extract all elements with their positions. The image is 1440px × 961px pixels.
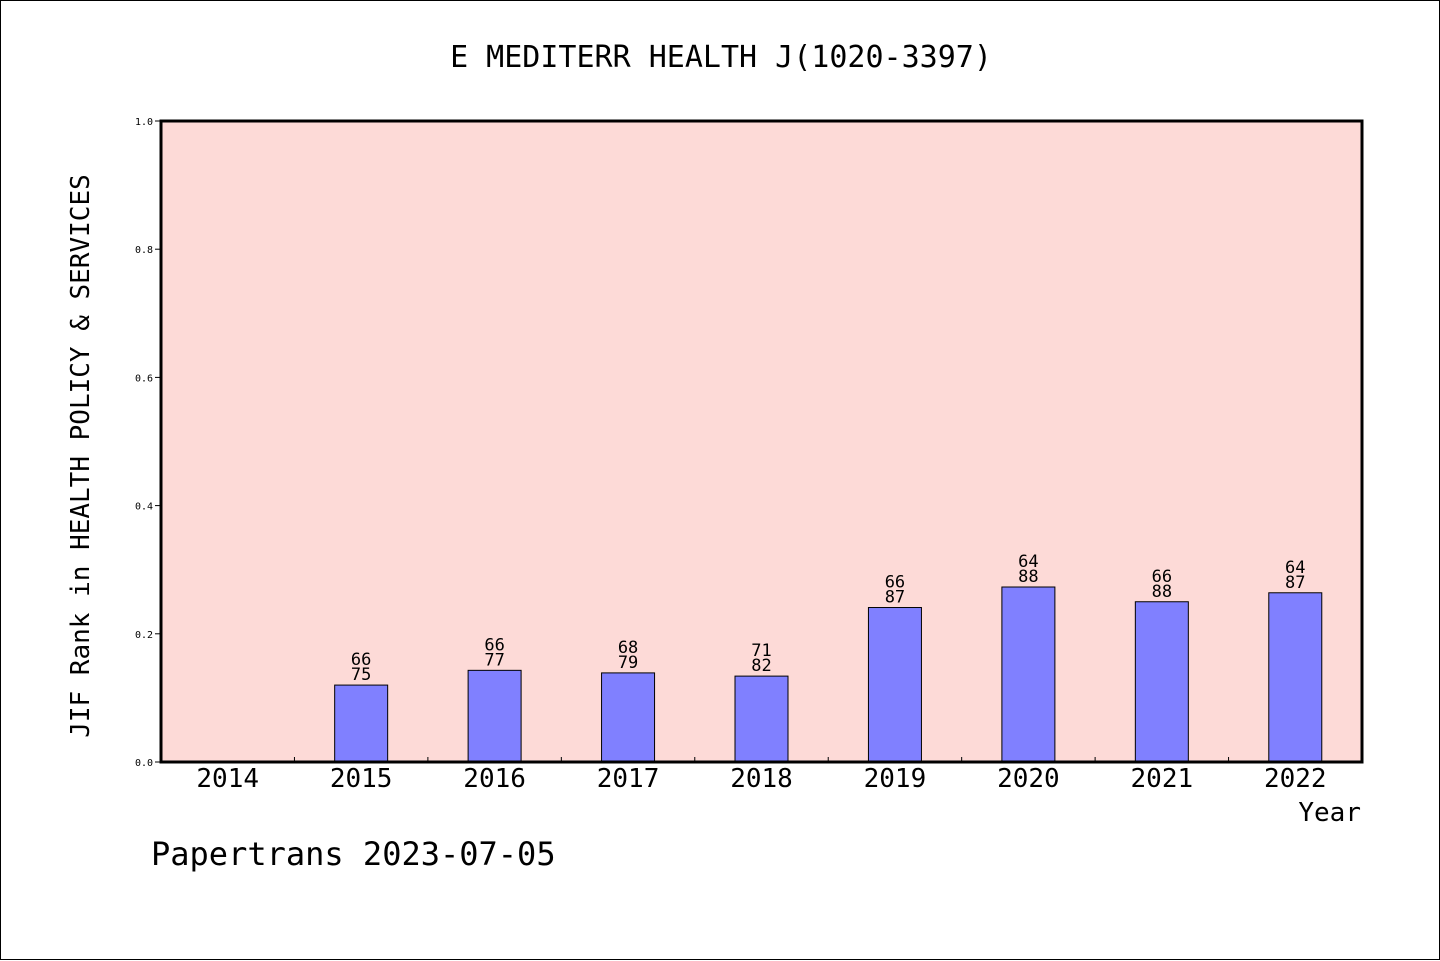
y-tick-label: 0.8: [135, 245, 153, 256]
x-tick-label: 2017: [597, 764, 660, 794]
chart-title: E MEDITERR HEALTH J(1020-3397): [450, 40, 992, 75]
bar-label-rank: 64: [1285, 558, 1305, 578]
y-tick-label: 1.0: [135, 117, 153, 128]
bar-label-rank: 64: [1018, 552, 1038, 572]
bar: [334, 684, 389, 763]
bar: [1268, 592, 1323, 763]
bar-label-total: 88: [1018, 567, 1038, 587]
bar-label-rank: 66: [351, 650, 371, 670]
bar-label-rank: 71: [751, 641, 771, 661]
bar-label-total: 77: [484, 650, 504, 670]
x-tick-label: 2022: [1264, 764, 1327, 794]
y-axis: 0.0 0.2 0.4 0.6 0.8 1.0: [135, 117, 161, 769]
x-tick-label: 2016: [463, 764, 526, 794]
bar-label-total: 87: [1285, 573, 1305, 593]
bar-label-rank: 66: [1152, 567, 1172, 587]
y-tick-label: 0.4: [135, 502, 153, 513]
y-tick-label: 0.2: [135, 630, 153, 641]
bar: [867, 607, 922, 763]
x-tick-label: 2020: [997, 764, 1060, 794]
bar-label-total: 82: [751, 656, 771, 676]
bar: [601, 672, 656, 763]
bar-label-rank: 66: [484, 635, 504, 655]
x-tick-label: 2018: [730, 764, 793, 794]
y-tick-label: 0.0: [135, 758, 153, 769]
x-tick-label: 2014: [196, 764, 259, 794]
x-axis: 2014 2015 2016 2017 2018 2019 2020 2021 2022: [196, 757, 1327, 794]
plot-border: [159, 119, 1364, 764]
bar-label-rank: 66: [885, 573, 905, 593]
y-axis-label: JIF Rank in HEALTH POLICY & SERVICES: [66, 174, 96, 738]
bar-label-total: 87: [885, 588, 905, 608]
bar: [1134, 601, 1189, 763]
bar: [734, 675, 789, 763]
bar: [1001, 586, 1056, 763]
bar-label-total: 79: [618, 653, 638, 673]
y-tick-label: 0.6: [135, 373, 153, 384]
x-tick-label: 2021: [1131, 764, 1194, 794]
x-tick-label: 2015: [330, 764, 393, 794]
footer-credit: Papertrans 2023-07-05: [151, 835, 556, 873]
bar-label-rank: 68: [618, 638, 638, 658]
bar-label-total: 88: [1152, 582, 1172, 602]
x-tick-label: 2019: [864, 764, 927, 794]
bar-label-total: 75: [351, 665, 371, 685]
x-axis-label: Year: [1298, 798, 1361, 828]
bar: [467, 669, 522, 763]
